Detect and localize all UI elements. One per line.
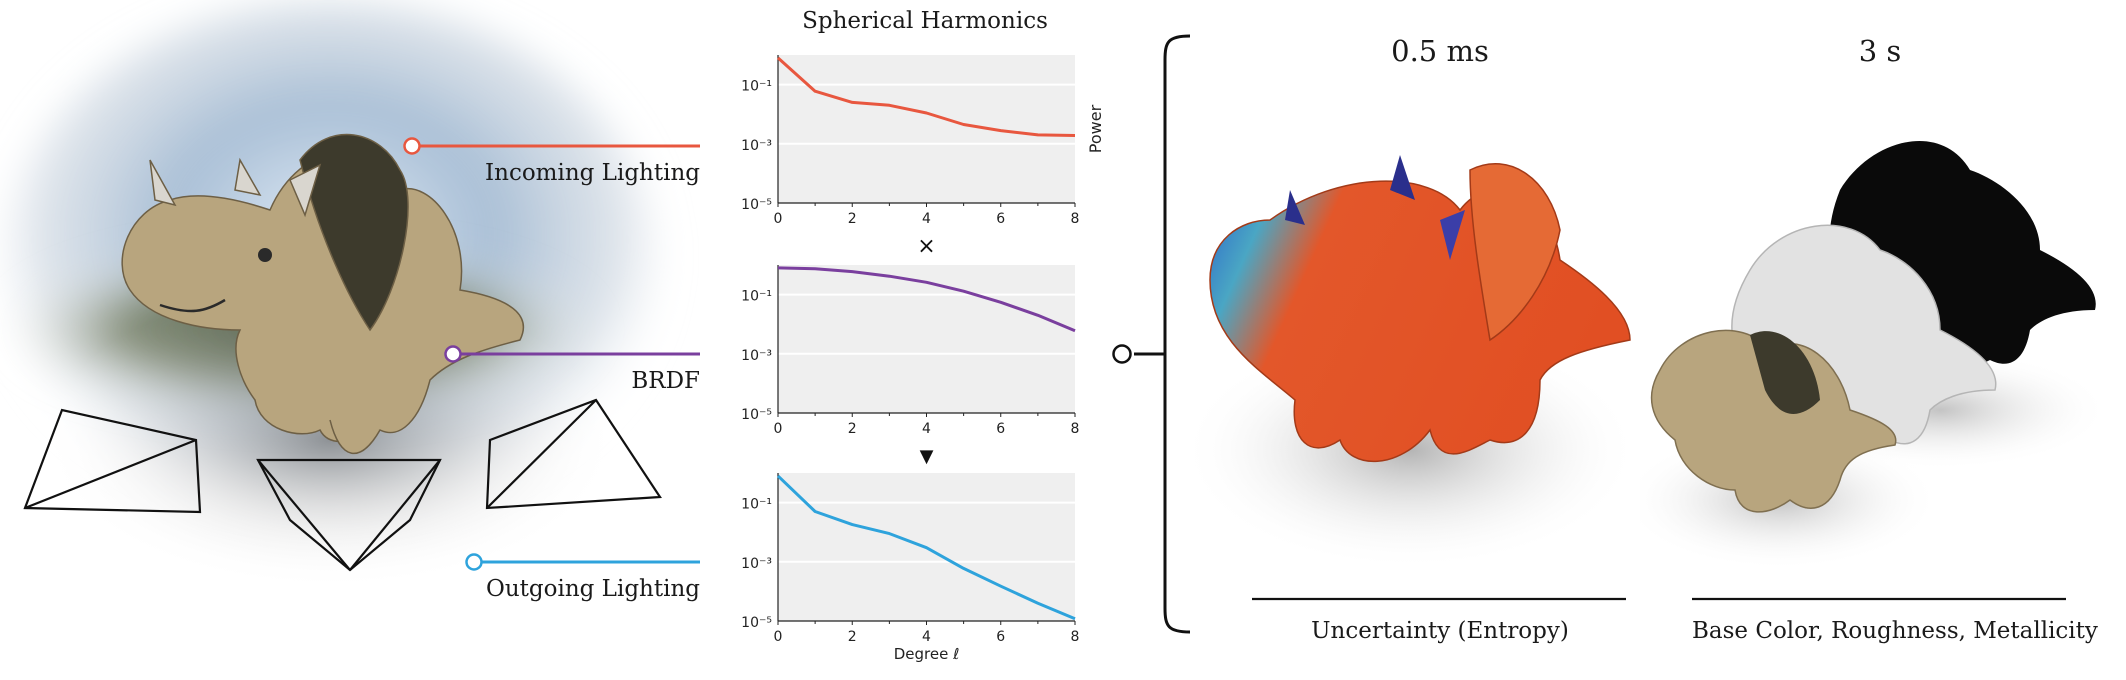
- caption-material: Base Color, Roughness, Metallicity: [1692, 618, 2098, 644]
- x-tick-label: 2: [848, 629, 857, 645]
- y-tick-label: 10⁻¹: [741, 289, 772, 305]
- plot-area-incoming: [778, 55, 1075, 203]
- caption-rules: [1252, 597, 2066, 601]
- y-tick-label: 10⁻³: [741, 556, 772, 572]
- x-tick-label: 6: [996, 211, 1005, 227]
- x-tick-label: 8: [1071, 629, 1080, 645]
- incoming-lighting-label: Incoming Lighting: [485, 160, 700, 186]
- arrow-down-icon: ▼: [920, 446, 934, 467]
- connector-lines: [403, 137, 700, 571]
- x-tick-label: 0: [774, 629, 783, 645]
- x-axis-label: Degree ℓ: [894, 645, 960, 663]
- x-tick-label: 4: [922, 629, 931, 645]
- y-tick-label: 10⁻⁵: [741, 197, 772, 213]
- series-line-outgoing: [776, 474, 1076, 621]
- dinosaur-toy: [121, 133, 525, 455]
- x-tick-label: 6: [996, 421, 1005, 437]
- y-tick-label: 10⁻³: [741, 138, 772, 154]
- charts-title: Spherical Harmonics: [802, 8, 1048, 34]
- uncertainty-render: [1190, 155, 1640, 570]
- x-tick-label: 2: [848, 211, 857, 227]
- material-renders: [1640, 141, 2110, 570]
- scene-illustration: [0, 0, 662, 590]
- series-line-brdf: [777, 266, 1076, 333]
- y-tick-label: 10⁻¹: [741, 497, 772, 513]
- camera-frustums: [23, 398, 662, 572]
- time-fast-label: 0.5 ms: [1391, 34, 1489, 68]
- x-tick-label: 8: [1071, 421, 1080, 437]
- x-tick-label: 6: [996, 629, 1005, 645]
- y-tick-label: 10⁻⁵: [741, 407, 772, 423]
- multiply-symbol: ×: [917, 234, 935, 259]
- plot-area-brdf: [778, 265, 1075, 413]
- x-tick-label: 8: [1071, 211, 1080, 227]
- x-tick-label: 2: [848, 421, 857, 437]
- series-line-incoming: [776, 56, 1076, 137]
- caption-uncertainty: Uncertainty (Entropy): [1311, 618, 1569, 644]
- y-axis-label: Power: [1086, 104, 1105, 153]
- outgoing-lighting-label: Outgoing Lighting: [486, 576, 700, 602]
- x-tick-label: 4: [922, 211, 931, 227]
- y-tick-label: 10⁻⁵: [741, 615, 772, 631]
- y-tick-label: 10⁻³: [741, 348, 772, 364]
- time-slow-label: 3 s: [1858, 34, 1902, 68]
- x-tick-label: 0: [774, 211, 783, 227]
- x-tick-label: 0: [774, 421, 783, 437]
- brdf-label: BRDF: [631, 368, 700, 394]
- x-tick-label: 4: [922, 421, 931, 437]
- result-bracket: [1112, 34, 1190, 634]
- y-tick-label: 10⁻¹: [741, 79, 772, 95]
